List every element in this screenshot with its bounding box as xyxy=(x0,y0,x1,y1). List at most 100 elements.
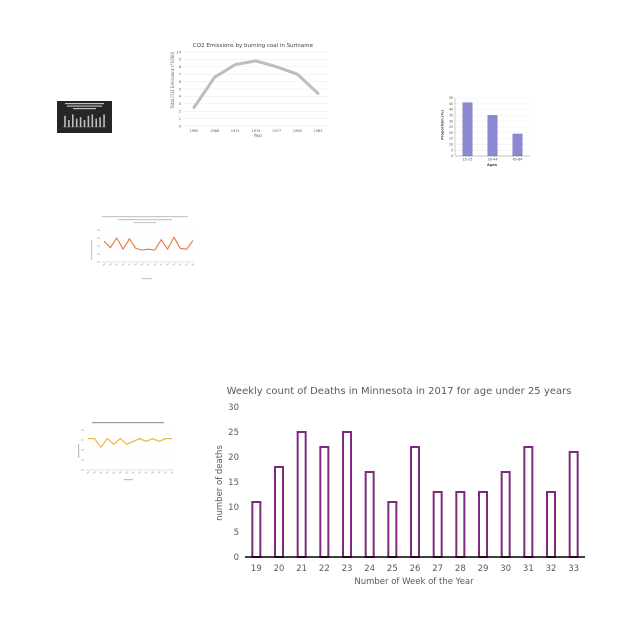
thumb-chart-svg xyxy=(57,101,112,133)
age-x-tick-label: 26–44 xyxy=(488,158,498,162)
thumb-bar xyxy=(91,114,94,127)
coal-x-ticks: 1965 1968 1971 1974 1977 1980 1983 xyxy=(189,129,322,133)
deaths-bar xyxy=(364,471,375,558)
air-title-placeholder xyxy=(102,216,188,218)
coal-y-tick-label: 7 xyxy=(179,73,181,77)
deaths-bar xyxy=(319,446,330,558)
age-y-tick-label: 35 xyxy=(449,114,453,118)
coal-series-line xyxy=(192,59,320,109)
air-x-tick-mark xyxy=(108,263,112,266)
air-chart xyxy=(88,212,200,284)
air-y-tick-mark xyxy=(97,245,100,247)
air-chart-svg xyxy=(91,216,195,280)
coal-x-axis-label: Year xyxy=(253,133,263,138)
coal-y-tick-label: 9 xyxy=(179,58,182,62)
air-x-tick-mark xyxy=(153,263,157,266)
nox-x-tick-mark xyxy=(112,471,116,474)
age-y-tick-label: 5 xyxy=(451,148,453,152)
thumb-chart xyxy=(57,101,112,133)
air-x-tick-mark xyxy=(115,263,119,266)
nox-x-ticks xyxy=(86,471,174,474)
age-bar xyxy=(487,115,498,157)
nox-x-tick-mark xyxy=(99,471,103,474)
deaths-bar xyxy=(251,501,262,558)
air-x-tick-mark xyxy=(185,263,189,266)
deaths-bar xyxy=(387,501,398,558)
thumb-title-placeholder xyxy=(73,108,96,110)
air-gridlines xyxy=(102,229,195,263)
deaths-x-tick-label: 31 xyxy=(523,564,534,574)
coal-y-tick-label: 4 xyxy=(179,95,182,99)
age-bars xyxy=(462,102,523,157)
age-y-axis-label: Proportion (%) xyxy=(441,110,445,140)
nox-x-tick-mark xyxy=(170,471,174,474)
coal-x-tick-label: 1980 xyxy=(293,129,303,133)
coal-x-tick-label: 1971 xyxy=(231,129,240,133)
nox-y-tick-mark xyxy=(81,429,84,431)
nox-x-tick-mark xyxy=(144,471,148,474)
air-ylabel-placeholder xyxy=(91,240,93,260)
coal-y-axis-label: Total CO2 Emissions (*1000) xyxy=(170,51,175,109)
coal-chart-title: CO2 Emissions by burning coal in Surinam… xyxy=(193,43,314,49)
deaths-y-tick-label: 25 xyxy=(228,428,239,438)
deaths-bar xyxy=(568,451,579,558)
age-bar xyxy=(462,102,473,157)
air-x-tick-mark xyxy=(166,263,170,266)
air-x-tick-mark xyxy=(159,263,163,266)
nox-title-placeholder xyxy=(92,422,164,424)
deaths-y-tick-label: 20 xyxy=(228,453,239,463)
thumb-bar xyxy=(83,120,86,127)
nox-y-tick-mark xyxy=(81,449,84,451)
coal-chart: CO2 Emissions by burning coal in Surinam… xyxy=(168,40,338,140)
age-y-tick-label: 20 xyxy=(449,131,453,135)
age-y-tick-label: 0 xyxy=(451,154,453,158)
age-y-tick-label: 10 xyxy=(449,143,453,147)
deaths-x-tick-label: 21 xyxy=(296,564,307,574)
nox-ylabel-placeholder xyxy=(78,444,80,458)
thumb-title-placeholder xyxy=(65,103,104,105)
deaths-bar xyxy=(274,466,284,558)
deaths-x-tick-label: 23 xyxy=(342,564,353,574)
thumb-bar xyxy=(79,117,82,127)
thumb-bar xyxy=(71,114,74,127)
deaths-x-ticks: 19 20 21 22 23 24 25 26 27 28 29 30 31 32 33 xyxy=(251,564,579,574)
coal-y-tick-label: 10 xyxy=(176,50,181,54)
deaths-bar xyxy=(410,446,420,558)
nox-chart xyxy=(76,418,180,484)
thumb-bar xyxy=(64,115,66,127)
air-x-ticks xyxy=(102,263,195,266)
deaths-bar xyxy=(455,491,466,558)
deaths-bars xyxy=(251,431,579,558)
nox-x-tick-mark xyxy=(92,471,96,474)
air-x-tick-mark xyxy=(102,263,106,266)
thumb-bar xyxy=(95,118,98,127)
nox-chart-svg xyxy=(78,422,174,481)
air-y-ticks xyxy=(97,229,100,263)
coal-x-tick-label: 1983 xyxy=(313,129,322,133)
air-x-tick-mark xyxy=(191,263,195,266)
air-x-tick-mark xyxy=(127,263,131,266)
coal-y-tick-label: 2 xyxy=(179,110,181,114)
coal-x-tick-label: 1974 xyxy=(251,129,261,133)
thumb-title-placeholder xyxy=(67,105,102,107)
nox-x-tick-mark xyxy=(131,471,135,474)
deaths-y-tick-label: 5 xyxy=(234,528,239,538)
air-series-line xyxy=(103,236,194,251)
nox-y-ticks xyxy=(81,429,84,471)
coal-chart-svg: CO2 Emissions by burning coal in Surinam… xyxy=(170,43,328,138)
air-x-tick-mark xyxy=(172,263,176,266)
age-y-tick-label: 40 xyxy=(449,108,453,112)
deaths-x-tick-label: 25 xyxy=(387,564,398,574)
deaths-x-tick-label: 33 xyxy=(568,564,579,574)
deaths-y-tick-label: 10 xyxy=(228,503,239,513)
nox-y-tick-mark xyxy=(81,469,84,471)
air-x-tick-mark xyxy=(178,263,182,266)
deaths-x-tick-label: 30 xyxy=(500,564,511,574)
age-x-axis-label: Ages xyxy=(487,163,497,167)
deaths-y-tick-label: 30 xyxy=(228,403,239,413)
age-x-tick-label: 15–25 xyxy=(463,158,473,162)
air-y-tick-mark xyxy=(97,237,100,239)
thumb-bar xyxy=(99,117,101,127)
